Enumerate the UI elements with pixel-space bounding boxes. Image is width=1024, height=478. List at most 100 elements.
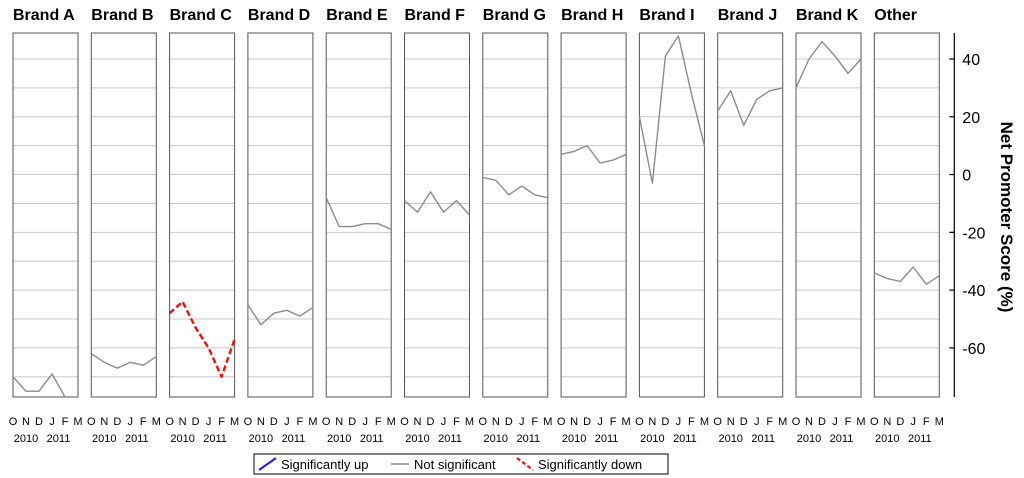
x-tick-label: D: [427, 416, 435, 428]
x-tick-label: N: [805, 416, 813, 428]
x-tick-label: O: [557, 416, 566, 428]
x-tick-label: N: [570, 416, 578, 428]
legend-significantly-down-label: Significantly down: [538, 457, 642, 472]
x-tick-label: M: [152, 416, 161, 428]
x-tick-label: O: [479, 416, 488, 428]
x-tick-label: M: [465, 416, 474, 428]
x-year-label: 2010: [484, 433, 508, 445]
x-year-label: 2011: [830, 433, 854, 445]
panel-background: [874, 33, 940, 397]
x-tick-label: F: [531, 416, 538, 428]
x-tick-label: N: [492, 416, 500, 428]
x-tick-label: O: [9, 416, 18, 428]
legend-significantly-down-swatch: [516, 457, 534, 471]
x-tick-label: D: [270, 416, 278, 428]
x-tick-label: O: [400, 416, 409, 428]
x-year-label: 2011: [282, 433, 306, 445]
x-tick-label: O: [244, 416, 253, 428]
x-year-label: 2011: [673, 433, 697, 445]
x-tick-label: D: [583, 416, 591, 428]
x-tick-label: M: [230, 416, 239, 428]
y-tick-label: -20: [962, 225, 985, 242]
series-line-brand-k: [795, 41, 862, 89]
x-year-label: 2010: [327, 433, 351, 445]
series-line-brand-i: [638, 35, 706, 184]
panel-background: [639, 33, 705, 397]
x-tick-label: F: [923, 416, 930, 428]
x-tick-label: F: [688, 416, 695, 428]
x-tick-label: N: [335, 416, 343, 428]
x-tick-label: M: [778, 416, 787, 428]
panel-border: [717, 32, 784, 398]
x-tick-label: D: [661, 416, 669, 428]
x-tick-label: O: [87, 416, 96, 428]
x-tick-label: D: [896, 416, 904, 428]
panel-brand-i: Brand I O N D J F M 2010 2011: [635, 7, 709, 445]
series-line-brand-g: [482, 176, 548, 199]
x-year-label: 2011: [47, 433, 71, 445]
x-year-label: 2010: [249, 433, 273, 445]
x-year-label: 2011: [203, 433, 227, 445]
x-year-label: 2010: [875, 433, 899, 445]
panel-background: [561, 33, 627, 397]
x-year-label: 2010: [170, 433, 194, 445]
panel-border: [169, 32, 236, 398]
x-tick-label: D: [818, 416, 826, 428]
x-tick-label: O: [792, 416, 801, 428]
x-tick-label: O: [322, 416, 331, 428]
series-line-brand-j: [717, 87, 783, 127]
x-tick-label: J: [911, 416, 917, 428]
x-tick-label: F: [375, 416, 382, 428]
panel-background: [796, 33, 861, 397]
panel-background: [13, 33, 78, 397]
panel-title-brand-a: Brand A: [13, 7, 75, 24]
x-tick-label: J: [441, 416, 447, 428]
x-tick-label: J: [206, 416, 212, 428]
x-tick-label: M: [308, 416, 317, 428]
x-tick-label: D: [35, 416, 43, 428]
x-year-label: 2010: [797, 433, 821, 445]
panel-border: [90, 32, 157, 398]
y-tick-label: -60: [962, 341, 985, 358]
y-tick-label: 0: [962, 168, 971, 185]
panel-border: [247, 32, 314, 398]
x-tick-label: F: [218, 416, 225, 428]
panel-border: [12, 32, 79, 398]
panel-brand-k: Brand K O N D J F M 2010 2011: [792, 7, 866, 445]
x-tick-label: N: [100, 416, 108, 428]
panel-title-brand-c: Brand C: [170, 7, 233, 24]
x-tick-label: O: [635, 416, 644, 428]
x-year-label: 2011: [438, 433, 462, 445]
x-tick-label: D: [348, 416, 356, 428]
panel-brand-f: Brand F O N D J F M 2010 2011: [400, 7, 474, 445]
x-tick-label: F: [453, 416, 460, 428]
panel-border: [560, 32, 627, 398]
panel-brand-g: Brand G O N D J F M 2010 2011: [479, 7, 553, 445]
y-tick-label: -40: [962, 283, 985, 300]
legend-significantly-up-label: Significantly up: [281, 457, 368, 472]
series-line-brand-h: [560, 144, 627, 164]
x-tick-label: M: [622, 416, 631, 428]
x-tick-label: J: [519, 416, 525, 428]
panel-brand-j: Brand J O N D J F M 2010 2011: [713, 7, 787, 445]
y-axis: 40 20 0 -20 -40 -60: [949, 33, 986, 397]
x-tick-label: J: [676, 416, 682, 428]
series-line-other: [874, 266, 940, 285]
x-year-label: 2011: [751, 433, 775, 445]
x-tick-label: M: [543, 416, 552, 428]
x-year-label: 2011: [908, 433, 932, 445]
series-line-brand-b: [90, 353, 157, 369]
x-tick-label: O: [713, 416, 722, 428]
x-tick-label: M: [935, 416, 944, 428]
panel-border: [325, 32, 392, 398]
legend-not-significant-label: Not significant: [414, 457, 496, 472]
panel-title-other: Other: [874, 7, 917, 24]
x-year-label: 2011: [516, 433, 540, 445]
x-tick-label: F: [610, 416, 617, 428]
x-tick-label: J: [832, 416, 838, 428]
x-tick-label: N: [179, 416, 187, 428]
x-year-label: 2010: [562, 433, 586, 445]
legend: Significantly up Not significant Signifi…: [253, 453, 669, 475]
x-year-label: 2010: [14, 433, 38, 445]
